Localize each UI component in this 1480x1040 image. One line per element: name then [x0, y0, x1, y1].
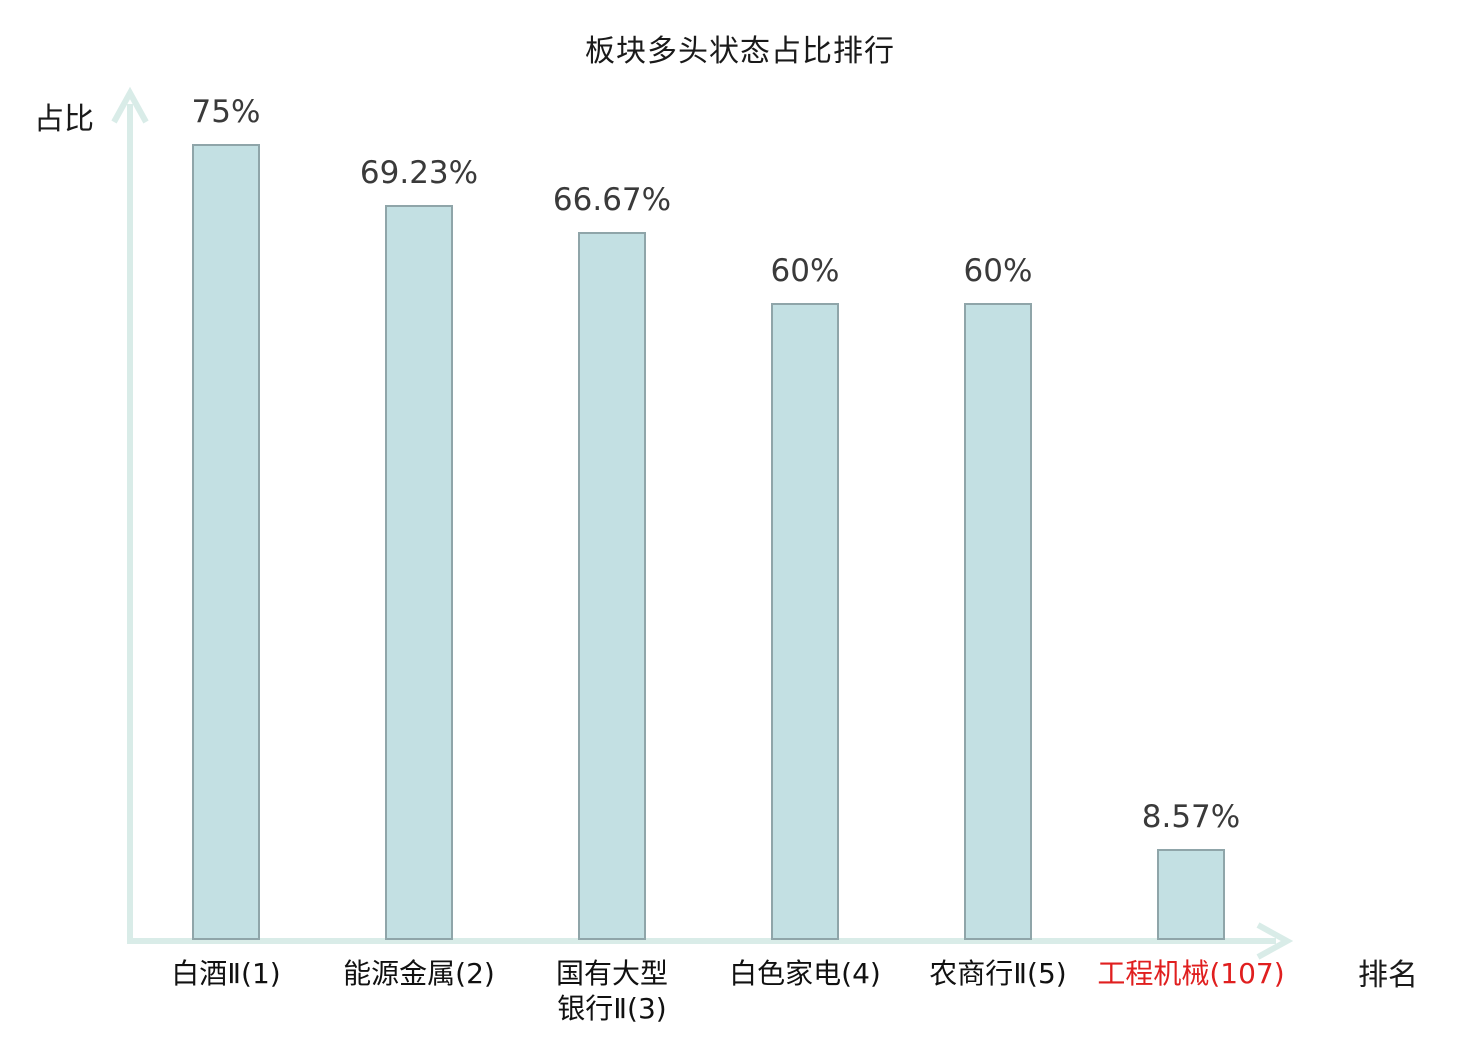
chart-title: 板块多头状态占比排行 — [585, 34, 895, 69]
bar-category-label: 国有大型 银行Ⅱ(3) — [555, 957, 668, 1025]
y-axis-label: 占比 — [34, 102, 94, 137]
bar-value-label: 66.67% — [552, 182, 672, 218]
bar — [1157, 849, 1225, 940]
y-axis-arrow-icon — [111, 86, 149, 124]
bar — [771, 303, 839, 940]
bar-category-label: 能源金属(2) — [343, 957, 495, 990]
x-axis-label: 排名 — [1358, 958, 1418, 993]
x-axis-arrow-icon — [1256, 922, 1294, 960]
bar — [385, 205, 453, 940]
bar-category-label: 工程机械(107) — [1097, 957, 1285, 990]
bar-value-label: 60% — [963, 253, 1033, 289]
bar-value-label: 8.57% — [1141, 799, 1241, 835]
bar-category-label: 白色家电(4) — [729, 957, 881, 990]
bar — [578, 232, 646, 940]
bar-category-label: 农商行Ⅱ(5) — [929, 957, 1067, 990]
bar-category-label: 白酒Ⅱ(1) — [171, 957, 281, 990]
bar — [192, 144, 260, 940]
bar-value-label: 60% — [770, 253, 840, 289]
bar — [964, 303, 1032, 940]
bar-value-label: 69.23% — [359, 155, 479, 191]
bar-value-label: 75% — [191, 94, 261, 130]
